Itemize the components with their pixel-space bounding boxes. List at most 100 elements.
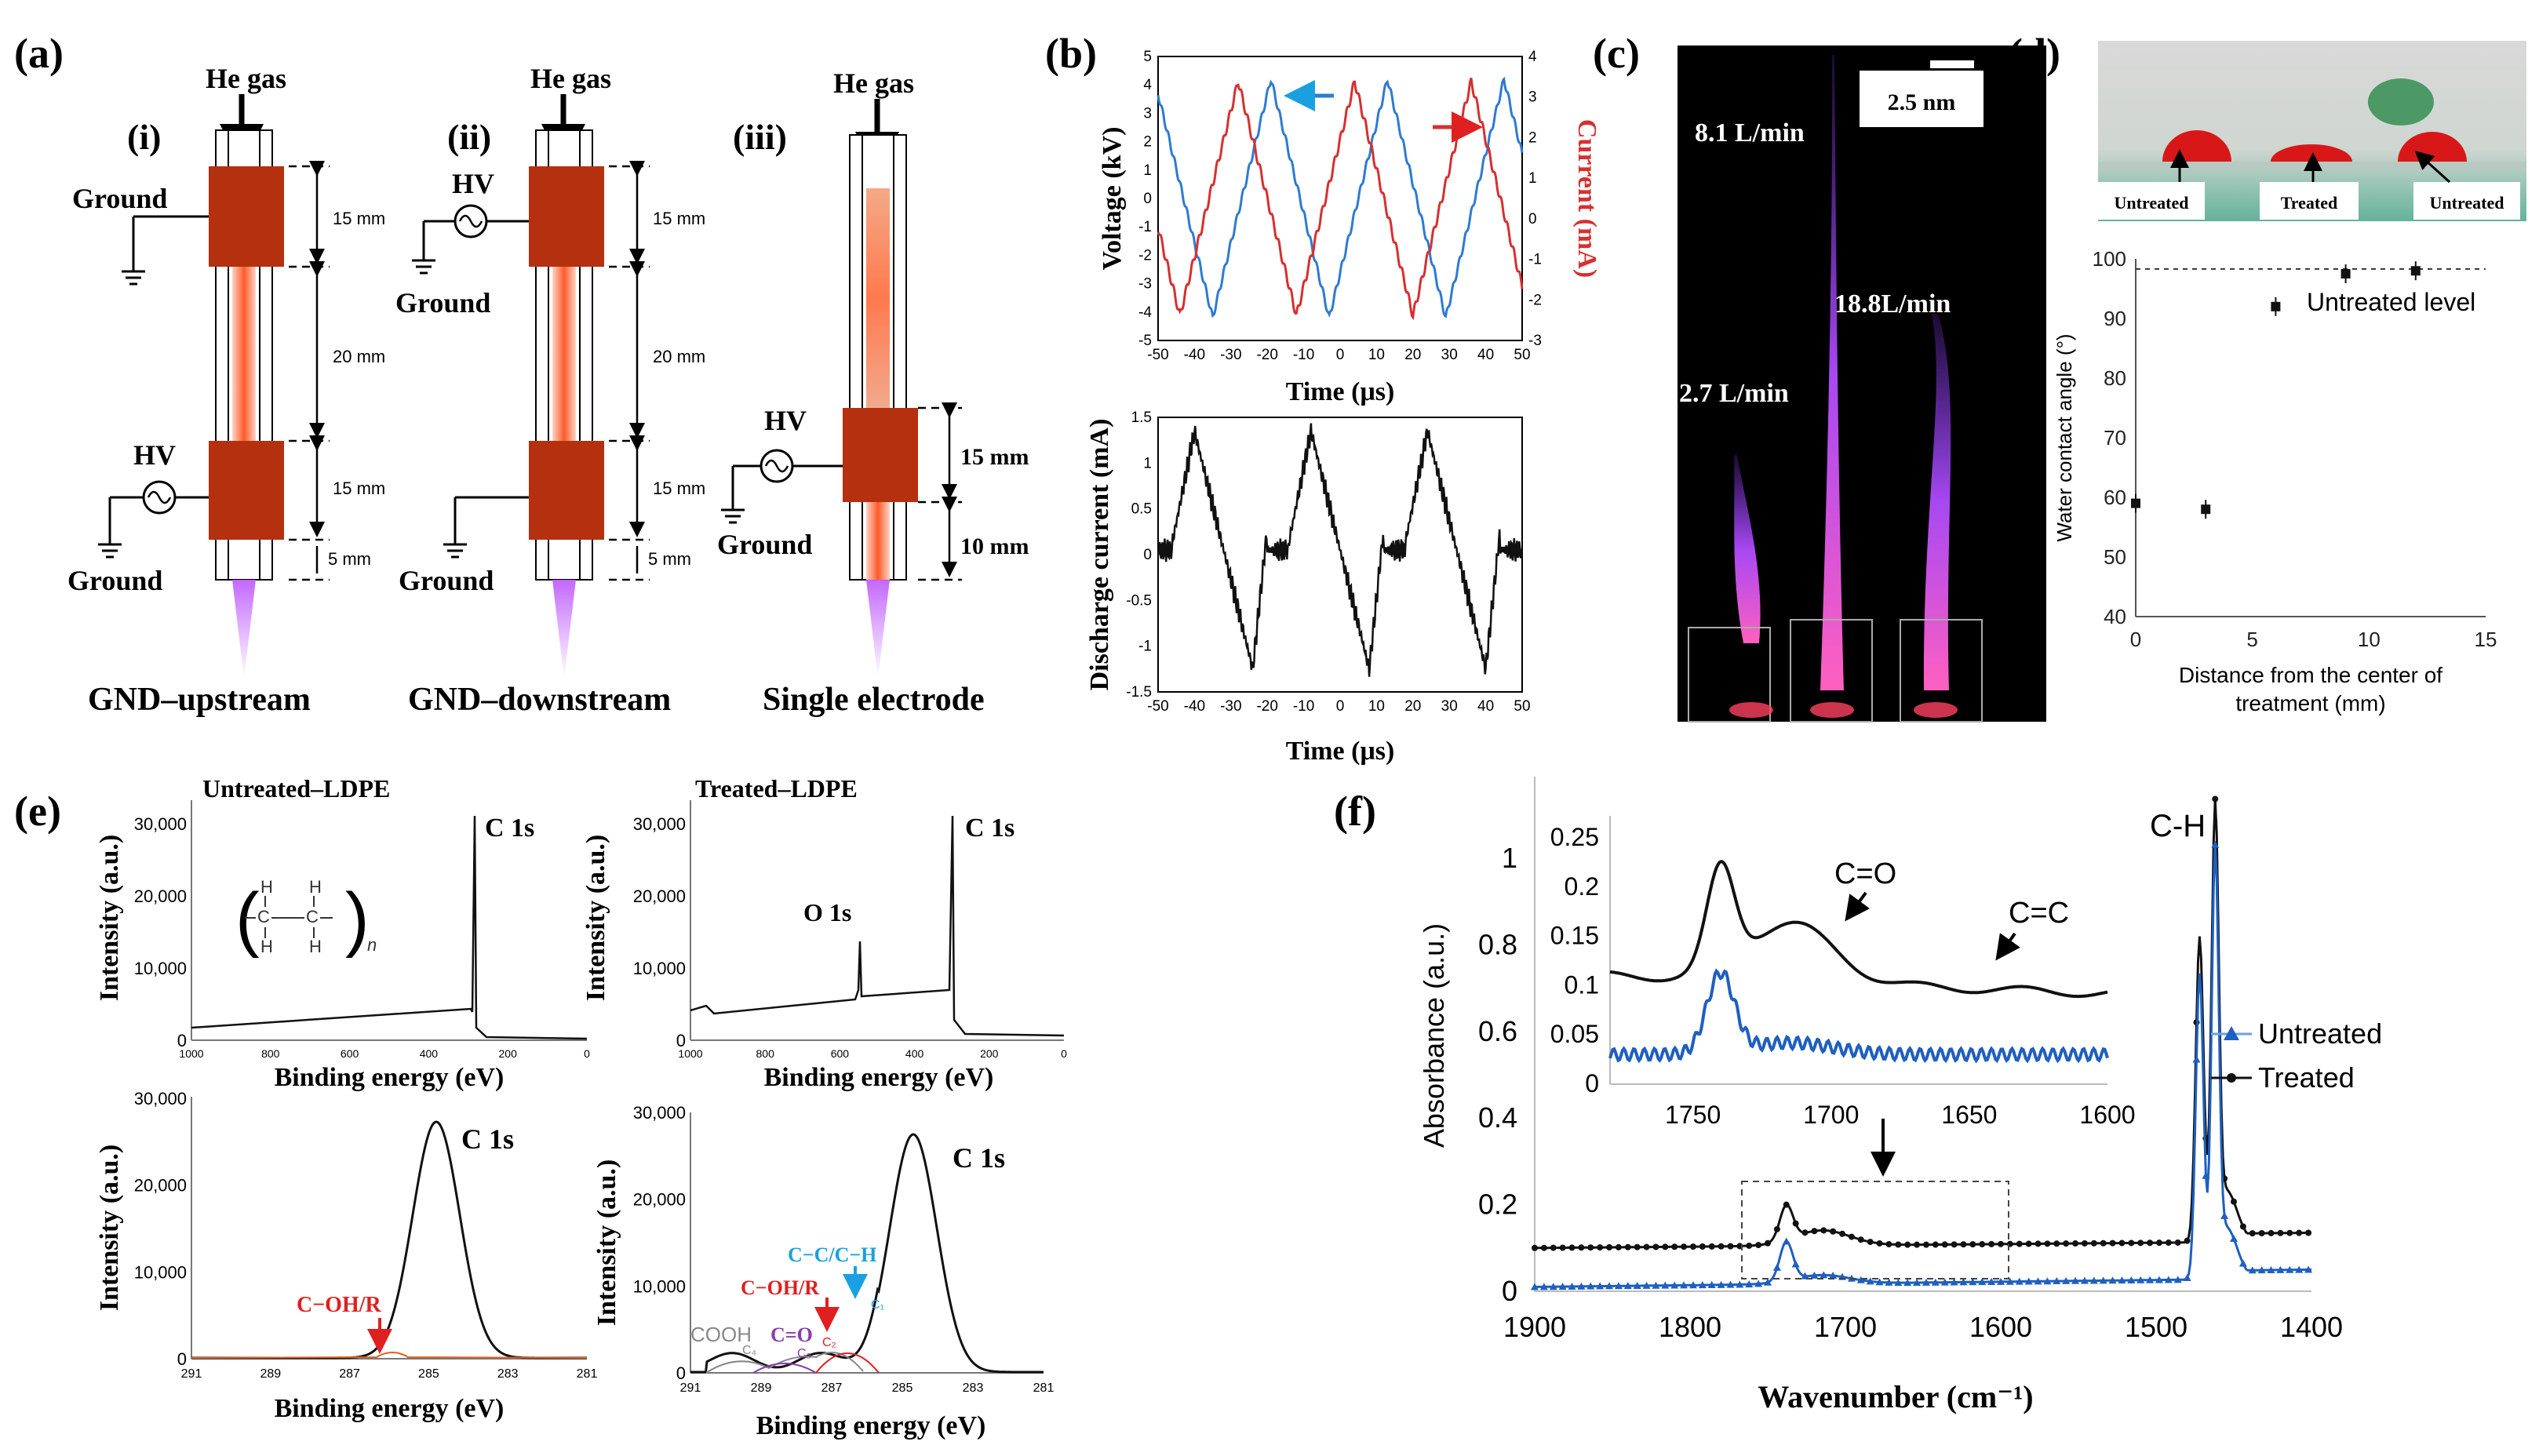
f-marker-untreated xyxy=(1866,1277,1874,1285)
f-marker-untreated xyxy=(2099,1276,2107,1284)
xps-hr-treated: 30,000 20,000 10,000 0 291 289 287 285 283 281 C… xyxy=(592,1103,1054,1440)
b-top-xtick: -20 xyxy=(1256,347,1277,363)
f-marker-treated xyxy=(1532,1244,1538,1251)
f-marker-untreated xyxy=(1885,1278,1893,1286)
panel-b-label: (b) xyxy=(1045,30,1097,77)
b-top-yrtick: -3 xyxy=(1528,333,1542,349)
b-bottom-ytick: 0.5 xyxy=(1131,501,1152,518)
d-ytick: 50 xyxy=(2104,545,2126,569)
f-inset-ytick: 0.05 xyxy=(1550,1020,1599,1048)
scale-label: 2.5 nm xyxy=(1888,89,1956,115)
f-xtick: 1700 xyxy=(1814,1311,1877,1343)
e-hr-xtick: 285 xyxy=(892,1381,913,1395)
f-marker-untreated xyxy=(1913,1279,1922,1287)
b-top-xtick: -40 xyxy=(1184,347,1205,363)
caption-i: GND–upstream xyxy=(88,682,311,718)
b-top-yrtick: 4 xyxy=(1528,49,1537,65)
f-ytick: 0.6 xyxy=(1478,1015,1517,1047)
e-survey-ytick: 30,000 xyxy=(134,814,187,834)
f-marker-treated xyxy=(2231,1198,2237,1205)
annot-co: C=O xyxy=(1834,857,1896,890)
f-marker-treated xyxy=(1811,1228,1818,1235)
annot-ch: C-H xyxy=(2150,809,2206,843)
svg-text:n: n xyxy=(367,935,377,955)
b-bottom-xtick: -20 xyxy=(1256,698,1277,715)
d-ytick: 60 xyxy=(2104,486,2126,509)
jet-2-7 xyxy=(1734,455,1761,643)
f-marker-untreated xyxy=(1568,1282,1576,1290)
f-inset-xtick: 1650 xyxy=(1941,1101,1997,1129)
e-hr-xtick: 291 xyxy=(181,1367,202,1381)
dim-5mm-i: 5 mm xyxy=(328,549,371,569)
f-marker-untreated xyxy=(2127,1276,2136,1284)
f-marker-treated xyxy=(1559,1244,1566,1251)
f-marker-treated xyxy=(1643,1243,1650,1250)
b-top-ytick: 0 xyxy=(1143,191,1152,207)
e-survey-xtick: 400 xyxy=(905,1047,924,1060)
b-bottom-ytick: 0 xyxy=(1143,547,1152,563)
f-marker-untreated xyxy=(2118,1276,2126,1284)
f-marker-treated xyxy=(1746,1242,1753,1249)
b-top-ytick: 3 xyxy=(1143,105,1152,122)
photo-label-untreated-left: Untreated xyxy=(2115,193,2189,213)
f-marker-untreated xyxy=(2192,1055,2201,1063)
e-survey-ytick: 10,000 xyxy=(134,959,187,978)
b-top-ytick: -5 xyxy=(1138,333,1152,349)
b-top-yrtick: 0 xyxy=(1528,211,1537,228)
b-bottom-xtick: 30 xyxy=(1441,698,1458,715)
f-marker-untreated xyxy=(1614,1282,1623,1290)
f-marker-treated xyxy=(1998,1240,2004,1247)
f-marker-untreated xyxy=(1661,1281,1670,1289)
hv-label-ii: HV xyxy=(452,168,494,199)
panel-d: (d) Untreated Treated Untreated 10090807… xyxy=(2009,30,2526,715)
f-marker-treated xyxy=(1783,1201,1790,1208)
e-ylabel-2: Intensity (a.u.) xyxy=(581,835,610,1002)
f-marker-treated xyxy=(1681,1243,1688,1250)
f-marker-treated xyxy=(1848,1233,1855,1240)
e-xlabel-2: Binding energy (eV) xyxy=(764,1063,994,1092)
f-inset-xtick: 1700 xyxy=(1803,1101,1859,1129)
f-marker-treated xyxy=(2258,1230,2265,1237)
electrode-top-ii xyxy=(529,166,604,267)
b-bottom-ytick: -0.5 xyxy=(1126,592,1152,609)
f-marker-untreated xyxy=(2034,1277,2042,1285)
f-inset-ytick: 0.1 xyxy=(1565,970,1599,999)
f-marker-treated xyxy=(2016,1240,2023,1247)
f-inset-series-treated xyxy=(1609,860,2108,999)
survey-treated-title: Treated–LDPE xyxy=(695,774,858,803)
he-gas-label-iii: He gas xyxy=(833,67,914,99)
device-gnd-upstream: (i) He gas Ground HV G xyxy=(67,63,385,718)
f-marker-untreated xyxy=(1820,1271,1828,1279)
f-marker-treated xyxy=(2147,1239,2154,1247)
d-ytick: 70 xyxy=(2104,426,2126,450)
e-survey-xtick: 400 xyxy=(420,1047,439,1060)
e-hr-xtick: 291 xyxy=(680,1381,701,1395)
f-marker-untreated xyxy=(2304,1265,2313,1273)
f-marker-untreated xyxy=(1726,1280,1735,1288)
zoom-region-box xyxy=(1741,1181,2009,1279)
electrode-iii xyxy=(843,408,918,502)
f-marker-untreated xyxy=(2211,840,2220,848)
f-marker-untreated xyxy=(1531,1283,1539,1290)
e-hr-ytick: 0 xyxy=(676,1363,686,1383)
svg-text:C: C xyxy=(257,907,270,926)
hr-untreated-envelope xyxy=(191,1120,587,1360)
f-marker-untreated xyxy=(1978,1278,1987,1286)
roman-iii: (iii) xyxy=(733,117,787,157)
d-xtick: 10 xyxy=(2358,628,2381,651)
f-marker-treated xyxy=(1578,1244,1585,1251)
d-xtick: 0 xyxy=(2130,628,2141,651)
b-top-xtick: 40 xyxy=(1477,347,1494,363)
f-marker-treated xyxy=(1606,1244,1613,1251)
e-hr-xtick: 283 xyxy=(963,1381,984,1395)
b-top-ytick: -3 xyxy=(1138,276,1152,293)
panel-c: (c) 2.5 nm 8.1 L/min 18.8L/min 2.7 L/min xyxy=(1593,30,2046,723)
f-marker-untreated xyxy=(1652,1281,1660,1289)
xps-hr-untreated: 30,000 20,000 10,000 0 291 289 287 285 283 281 C… xyxy=(95,1089,597,1423)
e-survey-ytick: 0 xyxy=(676,1031,686,1050)
dim-20mm-i: 20 mm xyxy=(333,347,385,366)
f-inset-series-untreated xyxy=(1608,968,2109,1064)
f-marker-treated xyxy=(1988,1240,1995,1247)
f-marker-treated xyxy=(2053,1240,2060,1247)
